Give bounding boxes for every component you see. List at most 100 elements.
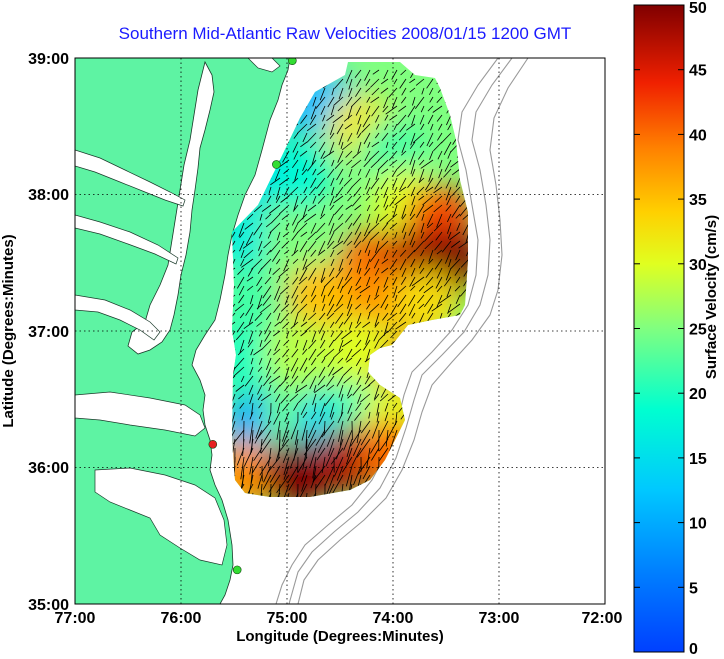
velocity-vector [273,330,281,337]
velocity-vector [366,186,371,195]
velocity-vector [429,87,434,95]
velocity-vector [410,285,416,291]
velocity-vector [288,474,299,491]
velocity-vector [389,222,398,230]
velocity-vector [419,159,425,166]
velocity-vector [320,267,326,282]
velocity-vector [272,267,281,275]
velocity-vector [356,375,362,385]
velocity-vector [434,195,443,203]
velocity-vector [290,492,299,497]
velocity-vector [308,339,317,349]
velocity-vector [433,186,443,194]
velocity-vector [361,384,371,392]
velocity-vector [346,249,353,259]
velocity-vector [401,150,407,156]
velocity-vector [330,447,344,465]
velocity-vector [378,330,389,341]
velocity-vector [341,276,353,289]
velocity-vector [333,96,344,106]
velocity-vector [375,168,380,181]
velocity-vector [398,105,407,112]
velocity-vector [361,231,371,242]
velocity-vector [418,303,425,310]
velocity-vector [279,312,290,324]
velocity-vector [374,186,380,196]
velocity-vector [256,420,272,440]
velocity-vector [281,213,290,221]
velocity-vector [433,222,443,232]
velocity-vector [282,420,290,442]
velocity-vector [451,168,461,176]
velocity-vector [410,132,416,146]
velocity-vector [432,105,443,113]
velocity-vector [232,294,236,303]
velocity-vector [336,294,344,307]
velocity-vector [366,96,371,103]
velocity-vector [371,87,380,96]
velocity-vector [355,402,362,411]
velocity-vector [300,231,308,237]
velocity-vector [243,321,254,330]
velocity-vector [282,429,290,447]
y-axis-label: Latitude (Degrees:Minutes) [0,234,17,427]
velocity-vector [302,312,308,322]
velocity-vector [292,177,299,184]
velocity-vector [370,96,380,104]
velocity-vector [319,159,326,167]
velocity-vector [282,447,290,464]
velocity-vector [447,213,452,223]
velocity-vector [437,132,443,141]
velocity-vector [365,177,371,190]
velocity-vector [235,384,245,392]
velocity-vector [257,384,263,395]
velocity-vector [284,294,290,305]
velocity-vector [283,258,290,272]
velocity-vector [378,150,389,161]
velocity-vector [338,132,344,146]
velocity-vector [435,276,443,289]
velocity-vector [320,105,326,115]
velocity-vector [365,78,371,86]
velocity-vector [325,474,335,496]
velocity-vector [309,114,317,126]
velocity-vector [243,249,254,259]
y-tick-label: 37:00 [28,324,69,341]
velocity-vector [345,69,353,84]
velocity-vector [429,150,434,160]
velocity-vector [411,114,416,126]
velocity-vector [240,375,245,383]
velocity-vector [409,276,416,287]
velocity-vector [433,141,443,152]
velocity-vector [293,402,299,411]
velocity-vector [245,231,254,246]
velocity-vector [337,231,344,243]
velocity-vector [347,294,353,309]
velocity-vector [302,348,308,355]
velocity-vector [278,438,281,459]
velocity-vector [302,411,308,419]
velocity-vector [422,195,434,206]
velocity-vector [323,276,335,288]
velocity-vector [232,393,236,405]
velocity-vector [357,366,362,375]
velocity-vector [299,240,308,253]
velocity-vector [373,330,380,342]
velocity-region [263,317,332,386]
velocity-vector [445,204,452,212]
velocity-vector [374,204,380,212]
velocity-vector [355,321,362,329]
velocity-vector [392,249,398,258]
velocity-vector [368,411,371,419]
velocity-vector [370,78,380,88]
velocity-vector [345,96,353,106]
velocity-vector [425,186,434,193]
colorbar-tick-label: 50 [689,0,707,17]
velocity-vector [241,411,245,421]
velocity-vector [438,123,443,131]
velocity-vector [263,465,272,483]
velocity-vector [358,249,362,256]
velocity-vector [352,384,362,396]
velocity-vector [278,483,281,497]
velocity-vector [315,231,326,241]
